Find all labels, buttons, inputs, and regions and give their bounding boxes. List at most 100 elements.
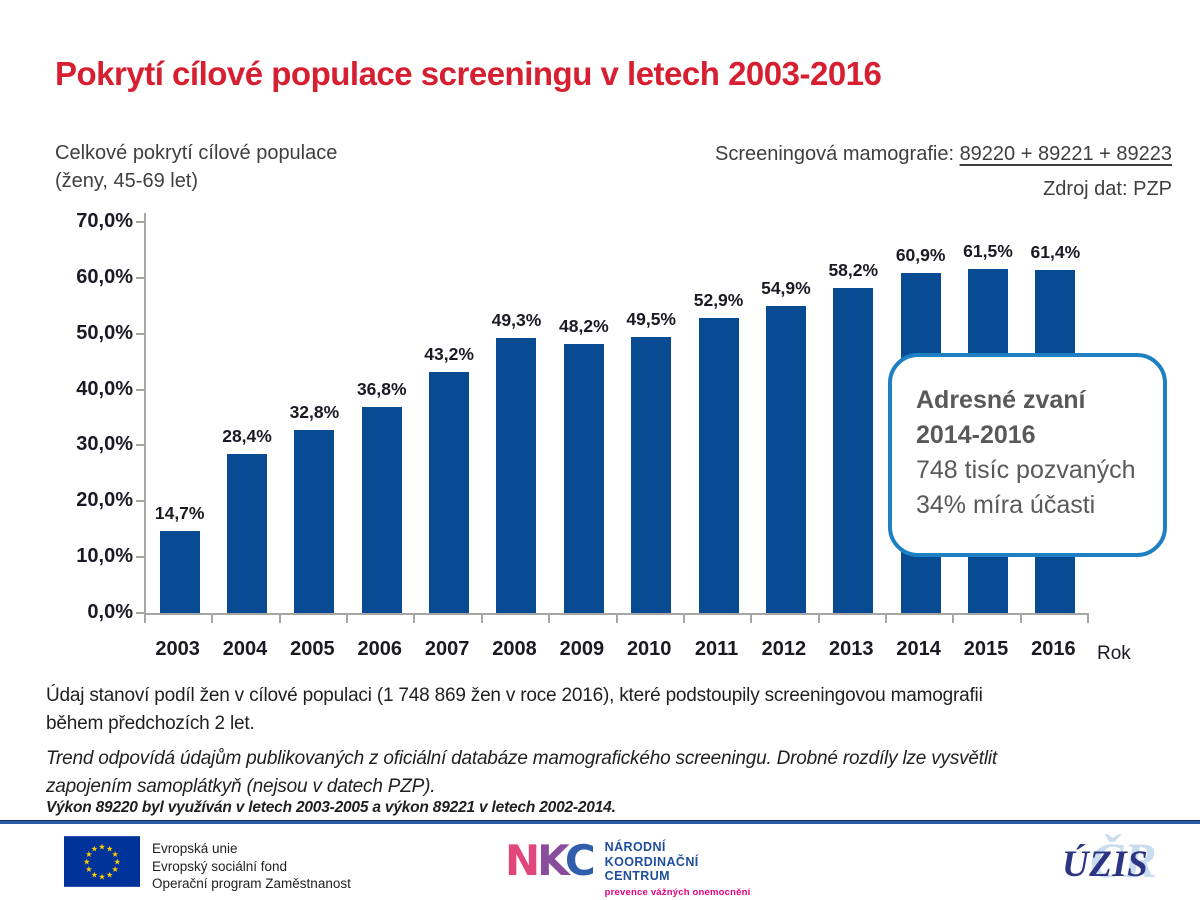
nkc-line1: NÁRODNÍ	[604, 840, 666, 854]
bar-value-label-2016: 61,4%	[1030, 242, 1081, 263]
y-axis-tick	[136, 221, 144, 223]
bar-value-label-2014: 60,9%	[895, 244, 946, 265]
bar-2012	[765, 306, 806, 613]
x-axis-tick	[413, 615, 416, 623]
x-axis-tick	[884, 615, 887, 623]
bar-value-label-2010: 49,5%	[626, 308, 676, 329]
bar-slot-2012: 54,9%	[752, 222, 819, 613]
y-axis-tick	[136, 500, 144, 503]
x-axis-title: Rok	[1097, 643, 1131, 664]
bar-value-label-2012: 54,9%	[761, 278, 811, 299]
y-axis-tick-label: 50,0%	[76, 321, 133, 344]
eu-text-line2: Evropský sociální fond	[152, 858, 288, 874]
eu-flag-logo: ★ ★ ★ ★ ★ ★ ★ ★ ★ ★ ★ ★	[64, 836, 140, 892]
x-axis-label-2014: 2014	[896, 638, 941, 660]
y-axis-tick	[136, 444, 144, 447]
x-axis-tick	[1019, 615, 1022, 623]
note-definition-line1: Údaj stanoví podíl žen v cílové populaci…	[46, 685, 983, 706]
bar-slot-2013: 58,2%	[820, 222, 887, 613]
nkc-letter-k: K	[537, 836, 568, 885]
callout-body-line1: 748 tisíc pozvaných	[916, 456, 1136, 484]
y-axis-tick	[136, 332, 144, 335]
bar-2011	[698, 317, 739, 613]
bar-value-label-2011: 52,9%	[693, 289, 744, 310]
note-definition: Údaj stanoví podíl žen v cílové populaci…	[46, 682, 983, 738]
bar-2003	[159, 530, 200, 613]
x-axis-tick	[278, 615, 281, 623]
y-axis-tick	[136, 612, 144, 614]
bar-slot-2010: 49,5%	[618, 222, 685, 613]
svg-text:★: ★	[114, 857, 121, 867]
x-axis-label-2008: 2008	[492, 638, 537, 660]
y-axis-tick-label: 40,0%	[76, 377, 133, 400]
svg-text:★: ★	[106, 843, 113, 853]
callout-box: Adresné zvaní 2014-2016 748 tisíc pozvan…	[888, 353, 1167, 557]
chart-subtitle-line1: Celkové pokrytí cílové populace	[55, 142, 338, 164]
bar-slot-2009: 48,2%	[550, 222, 617, 613]
x-axis-labels: 2003 2004 2005 2006 2007 2008 2009 2010 2011 2012…	[144, 638, 1087, 661]
bar-slot-2003: 14,7%	[146, 222, 213, 613]
x-axis-tick	[1087, 615, 1089, 623]
x-axis-label-2006: 2006	[357, 638, 403, 660]
x-axis-label-2009: 2009	[559, 638, 605, 660]
screening-codes-label: Screeningová mamografie:	[714, 143, 960, 165]
bar-chart-plot-area: 14,7% 28,4% 32,8% 36,8% 43,2% 49,3% 48,2% 49,5%…	[144, 222, 1089, 615]
eu-flag-icon: ★ ★★ ★★★ ★★★ ★★★	[64, 836, 140, 887]
x-axis-tick	[144, 615, 146, 623]
uzis-wordmark: ÚZIS	[1062, 844, 1149, 885]
svg-text:★: ★	[106, 870, 113, 880]
bar-slot-2008: 49,3%	[483, 222, 550, 613]
x-axis-label-2007: 2007	[424, 638, 470, 660]
uzis-logo: ČR ÚZIS	[1062, 831, 1192, 895]
svg-text:★: ★	[98, 872, 105, 882]
note-trend: Trend odpovídá údajům publikovaných z of…	[46, 745, 997, 801]
y-axis-tick-label: 0,0%	[87, 601, 133, 623]
nkc-mark-icon: NKC	[505, 836, 596, 886]
svg-text:★: ★	[112, 864, 119, 874]
callout-body-line2: 34% míra účasti	[916, 491, 1096, 519]
y-axis-tick	[136, 276, 144, 279]
nkc-line2: KOORDINAČNÍ	[604, 854, 699, 869]
bar-value-label-2007: 43,2%	[424, 343, 474, 364]
bar-value-label-2003: 14,7%	[154, 502, 205, 523]
chart-subtitle-left: Celkové pokrytí cílové populace (ženy, 4…	[55, 139, 337, 195]
bar-2010	[631, 336, 672, 613]
bar-value-label-2013: 58,2%	[828, 259, 879, 280]
bar-2007	[429, 371, 470, 613]
x-axis-label-2012: 2012	[761, 638, 807, 660]
y-axis-tick-label: 10,0%	[76, 545, 133, 568]
callout-title-line2: 2014-2016	[916, 421, 1036, 449]
y-axis-tick-label: 30,0%	[76, 433, 133, 456]
svg-text:★: ★	[112, 849, 119, 859]
x-axis-label-2016: 2016	[1031, 638, 1076, 660]
chart-subtitle-line2: (ženy, 45-69 let)	[55, 170, 199, 192]
eu-program-text: Evropská unie Evropský sociální fond Ope…	[152, 840, 351, 893]
y-axis-tick-label: 70,0%	[76, 210, 133, 232]
x-axis-label-2005: 2005	[290, 638, 335, 660]
y-axis-tick-label: 20,0%	[76, 489, 133, 512]
svg-text:★: ★	[85, 864, 92, 874]
x-axis-tick	[346, 615, 349, 623]
x-axis-label-2013: 2013	[829, 638, 874, 660]
svg-text:★: ★	[98, 841, 105, 851]
y-axis-tick	[136, 556, 144, 559]
nkc-text-block: NÁRODNÍ KOORDINAČNÍ CENTRUM prevence váž…	[605, 840, 751, 898]
bar-value-label-2004: 28,4%	[222, 426, 272, 447]
y-axis-extension	[144, 213, 146, 222]
x-axis-label-2011: 2011	[694, 638, 739, 660]
bar-value-label-2009: 48,2%	[559, 315, 609, 336]
data-source-line: Zdroj dat: PZP	[1043, 178, 1172, 200]
bar-2004	[227, 454, 268, 613]
nkc-line3: CENTRUM	[604, 869, 670, 883]
uzis-cr-watermark: ČR	[1090, 832, 1157, 888]
nkc-letter-n: N	[505, 836, 540, 885]
bar-value-label-2005: 32,8%	[289, 401, 340, 422]
bar-slot-2006: 36,8%	[348, 222, 415, 613]
x-axis-label-2015: 2015	[963, 638, 1009, 660]
x-axis-tick	[211, 615, 214, 623]
bar-value-label-2006: 36,8%	[356, 379, 407, 400]
bar-slot-2005: 32,8%	[281, 222, 348, 613]
bar-slot-2007: 43,2%	[415, 222, 482, 613]
x-axis-tick	[817, 615, 820, 623]
